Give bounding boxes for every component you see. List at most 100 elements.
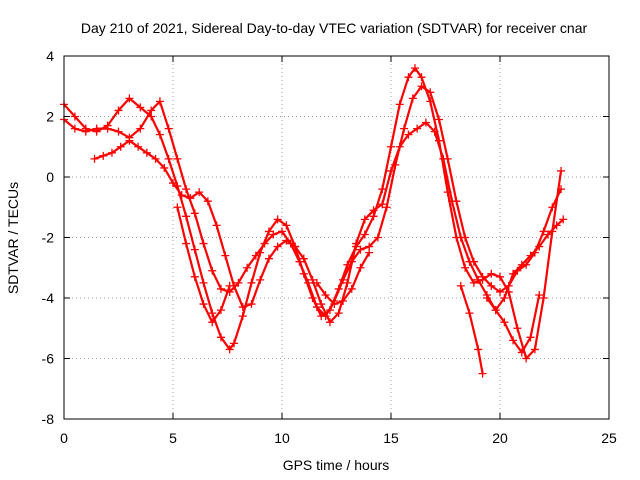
data-point — [260, 239, 269, 248]
data-point — [147, 106, 156, 115]
grid — [64, 56, 609, 419]
data-point — [404, 73, 413, 82]
x-tick-label: 25 — [601, 430, 617, 446]
data-point — [530, 345, 539, 354]
data-point — [134, 142, 143, 151]
x-tick-label: 15 — [383, 430, 399, 446]
data-point — [478, 272, 487, 281]
y-tick-label: -4 — [42, 290, 55, 306]
data-point — [334, 309, 343, 318]
data-point — [517, 260, 526, 269]
data-point — [190, 272, 199, 281]
data-point — [387, 166, 395, 175]
data-point — [487, 269, 496, 278]
data-point — [465, 257, 474, 266]
y-tick-label: -2 — [42, 230, 55, 246]
data-point — [539, 227, 548, 236]
data-point — [90, 154, 99, 163]
data-point — [509, 269, 518, 278]
data-point — [199, 278, 208, 287]
data-point — [199, 300, 208, 309]
data-point — [273, 215, 282, 224]
y-tick-label: 2 — [46, 109, 54, 125]
data-point — [395, 142, 404, 151]
data-point — [526, 251, 535, 260]
data-point — [92, 124, 101, 133]
data-point — [155, 130, 164, 139]
data-point — [208, 266, 217, 275]
data-point — [465, 309, 474, 318]
data-point — [356, 245, 365, 254]
data-point — [190, 245, 199, 254]
data-point — [243, 263, 252, 272]
data-point — [142, 148, 151, 157]
data-point — [496, 287, 504, 296]
x-axis: 0 5 10 15 20 25 — [60, 56, 617, 446]
data-point — [195, 188, 204, 197]
y-tick-label: 4 — [46, 48, 54, 64]
data-point — [114, 106, 123, 115]
data-point — [535, 242, 544, 251]
data-point — [448, 197, 457, 206]
chart-title: Day 210 of 2021, Sidereal Day-to-day VTE… — [81, 20, 588, 36]
data-point — [136, 103, 145, 112]
data-point — [430, 127, 439, 136]
series-line — [63, 66, 563, 360]
data-point — [356, 263, 365, 272]
series-line — [94, 121, 564, 324]
data-point — [478, 369, 487, 378]
series-1 — [60, 64, 566, 363]
data-point — [282, 221, 291, 230]
data-point — [125, 94, 134, 103]
data-point — [500, 318, 509, 327]
data-point — [456, 281, 465, 290]
data-point — [299, 254, 308, 263]
data-point — [321, 290, 330, 299]
data-point — [264, 227, 273, 236]
data-point — [304, 278, 313, 287]
data-point — [408, 94, 417, 103]
data-point — [234, 278, 243, 287]
data-point — [291, 242, 300, 251]
data-point — [352, 239, 361, 248]
data-point — [404, 130, 413, 139]
data-point — [526, 333, 535, 342]
data-point — [173, 154, 182, 163]
series-5 — [312, 248, 374, 309]
y-tick-label: -6 — [42, 351, 55, 367]
data-point — [230, 339, 239, 348]
data-point — [182, 239, 191, 248]
data-point — [343, 278, 352, 287]
data-point — [177, 191, 186, 200]
data-point — [312, 303, 321, 312]
data-point — [186, 194, 195, 203]
x-tick-label: 5 — [169, 430, 177, 446]
data-point — [469, 278, 478, 287]
data-point — [317, 300, 326, 309]
data-point — [330, 300, 339, 309]
data-point — [264, 254, 273, 263]
data-point — [216, 306, 225, 315]
data-point — [99, 151, 108, 160]
data-point — [308, 275, 317, 284]
data-point — [557, 185, 566, 194]
data-point — [500, 294, 509, 302]
data-point — [557, 166, 566, 175]
data-point — [247, 300, 256, 309]
data-series — [60, 64, 568, 378]
x-tick-label: 20 — [492, 430, 508, 446]
data-point — [378, 185, 387, 194]
data-point — [513, 324, 522, 333]
series-line — [63, 85, 562, 318]
data-point — [382, 203, 391, 212]
data-point — [360, 215, 369, 224]
series-6 — [456, 281, 487, 378]
data-point — [456, 233, 465, 242]
data-point — [70, 124, 79, 133]
series-3 — [90, 118, 568, 327]
data-point — [216, 284, 225, 293]
data-point — [251, 251, 260, 260]
y-axis-label: SDTVAR / TECUs — [5, 182, 21, 294]
data-point — [378, 200, 387, 209]
